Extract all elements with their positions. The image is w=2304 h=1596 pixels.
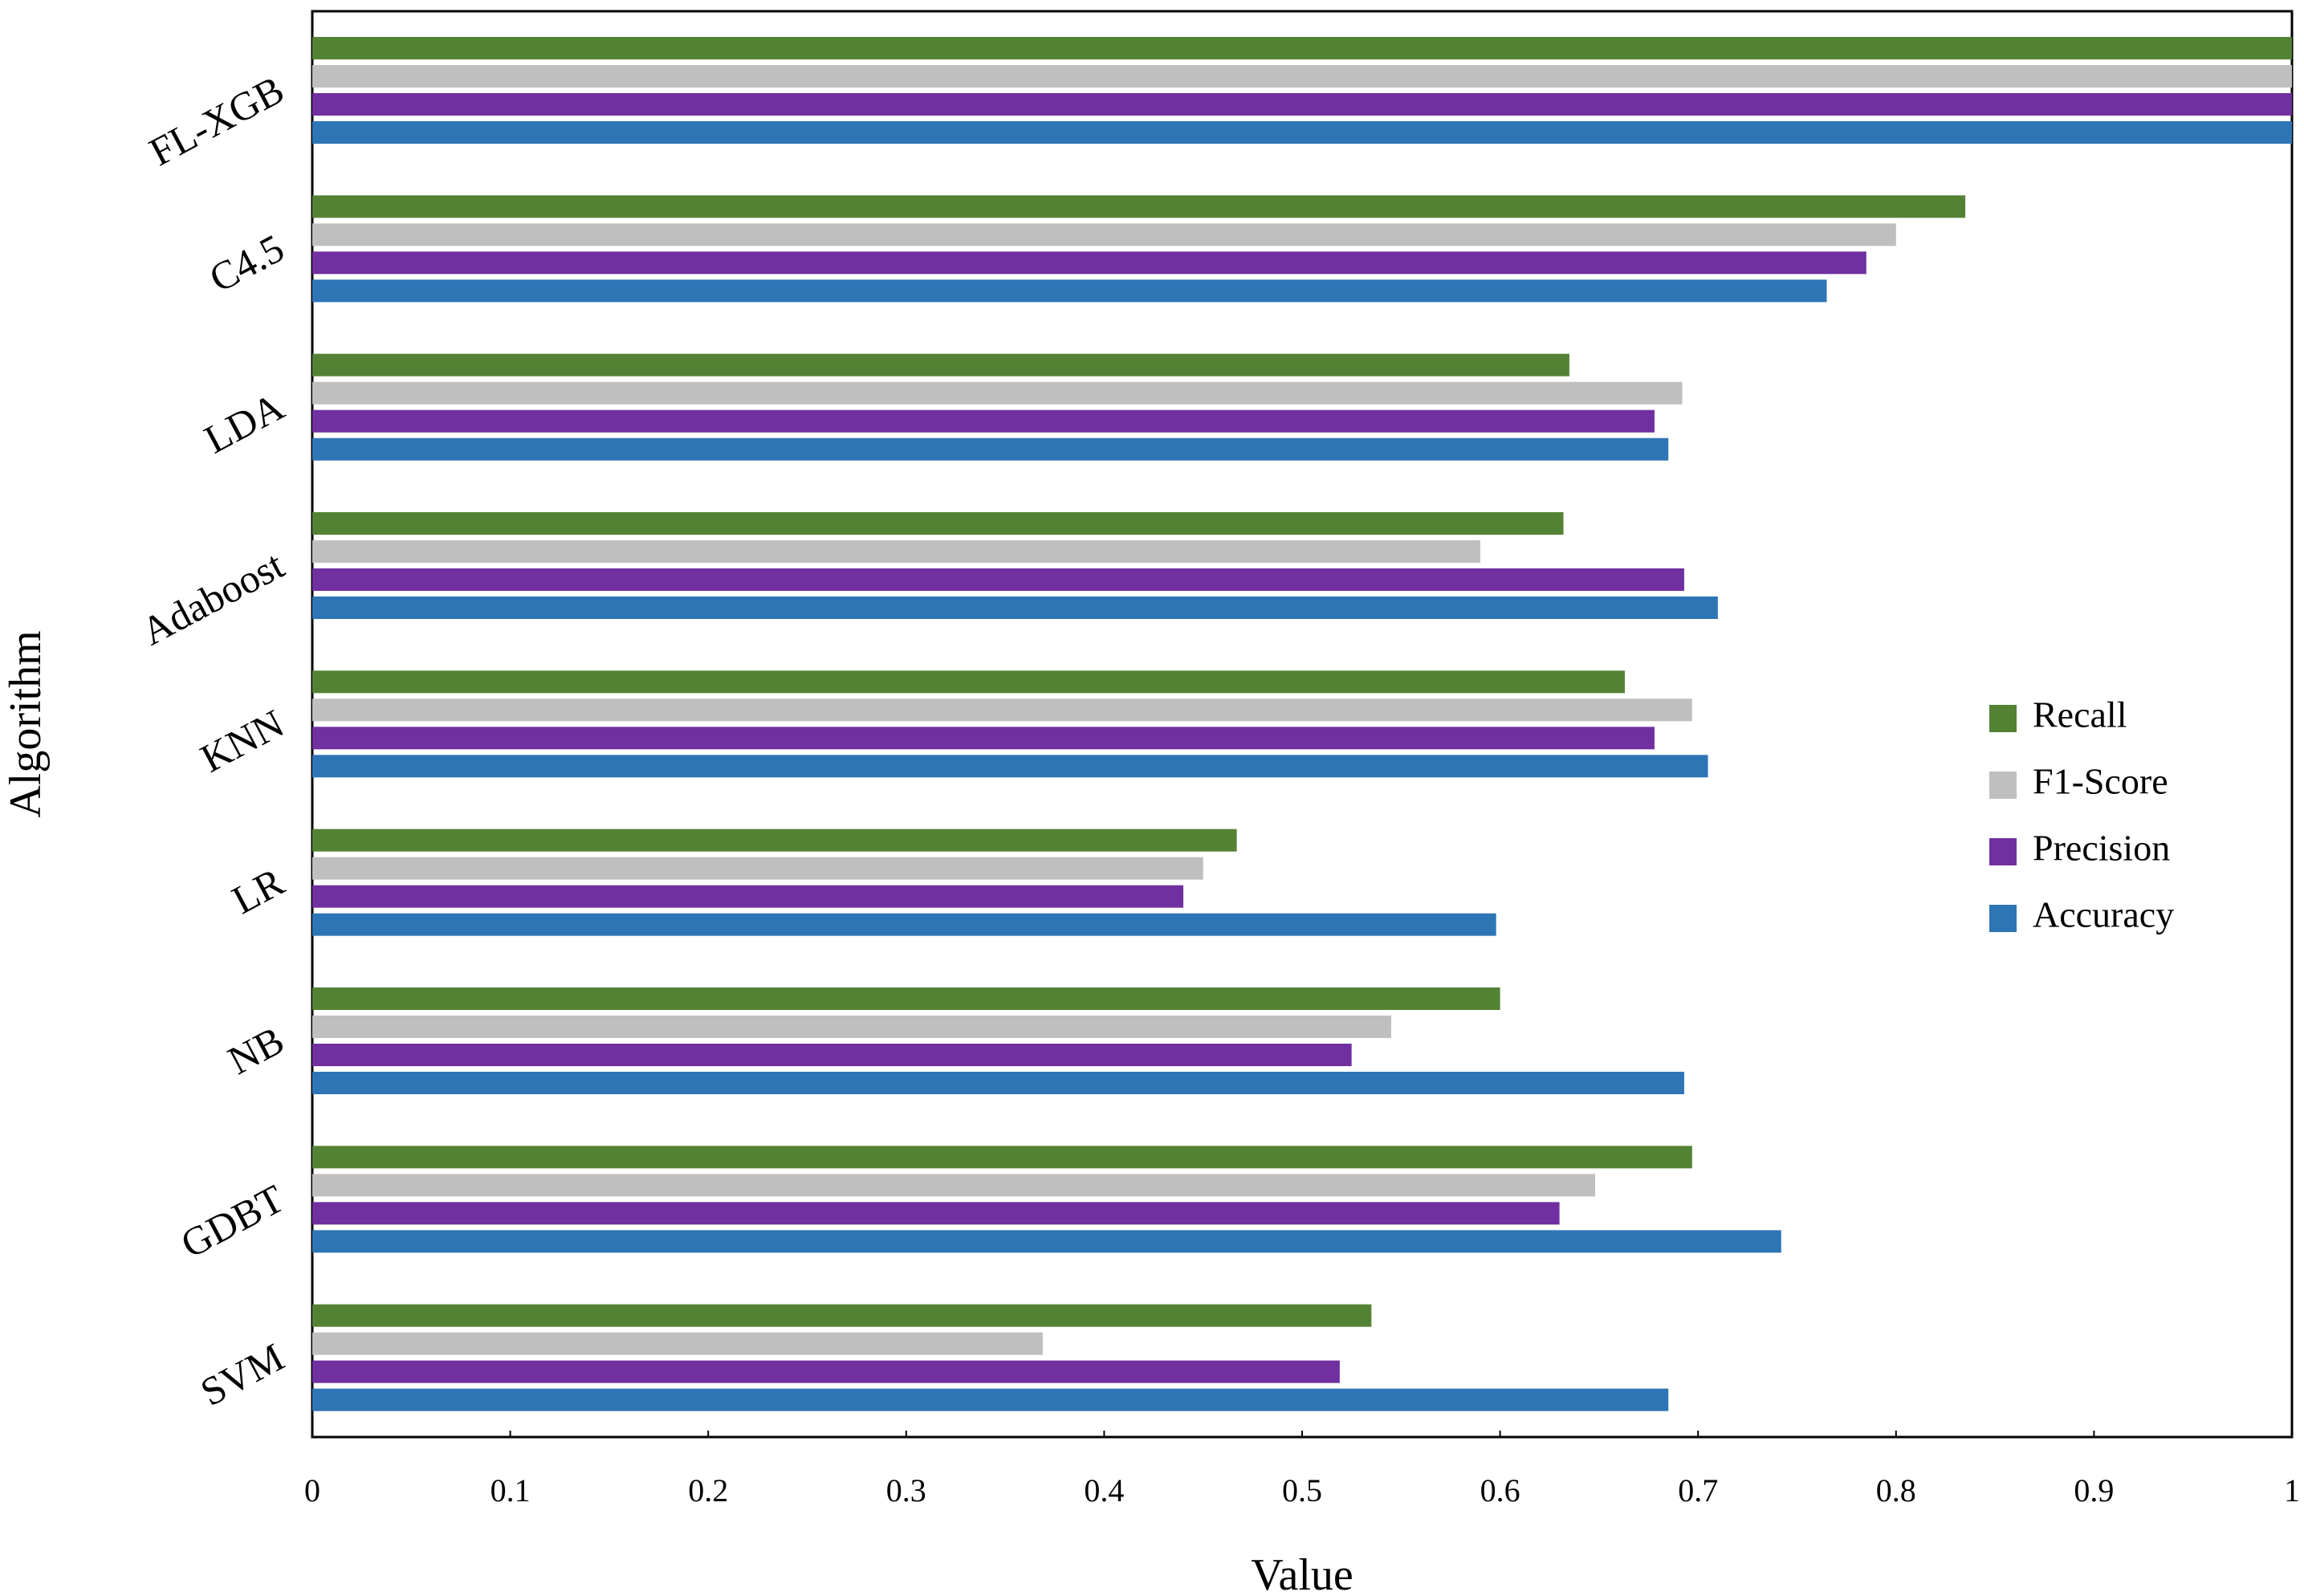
bar-c4-5-precision: [312, 251, 1866, 275]
category-label-gdbt: GDBT: [173, 1175, 291, 1266]
bar-knn-f1-score: [312, 698, 1692, 722]
bar-adaboost-f1-score: [312, 540, 1480, 563]
bar-lda-precision: [312, 409, 1655, 433]
bar-svm-accuracy: [312, 1388, 1669, 1411]
bar-svm-f1-score: [312, 1332, 1043, 1355]
bar-lda-f1-score: [312, 381, 1683, 405]
bar-fl-xgb-precision: [312, 93, 2292, 116]
y-axis-title: Algorithm: [1, 630, 51, 817]
x-tick-label: 0.6: [1480, 1472, 1520, 1508]
x-tick-label: 0.8: [1876, 1472, 1916, 1508]
x-tick-label: 0.9: [2074, 1472, 2114, 1508]
bar-c4-5-recall: [312, 195, 1966, 218]
bar-c4-5-f1-score: [312, 223, 1896, 246]
x-tick-label: 0: [304, 1472, 320, 1508]
bar-nb-f1-score: [312, 1016, 1391, 1038]
category-label-lda: LDA: [197, 384, 291, 462]
x-tick-label: 0.7: [1678, 1472, 1718, 1508]
bar-gdbt-recall: [312, 1146, 1692, 1169]
legend-label-accuracy: Accuracy: [2033, 894, 2174, 935]
x-tick-label: 0.1: [491, 1472, 531, 1508]
x-tick-label: 0.2: [688, 1472, 728, 1508]
bar-svm-recall: [312, 1304, 1372, 1327]
bar-lr-precision: [312, 885, 1184, 908]
bar-knn-recall: [312, 670, 1625, 694]
bar-knn-precision: [312, 727, 1655, 750]
legend-swatch-precision: [1989, 838, 2017, 865]
bar-nb-accuracy: [312, 1072, 1684, 1094]
bar-lr-f1-score: [312, 857, 1203, 880]
category-label-fl-xgb: FL-XGB: [142, 67, 291, 174]
bar-lda-accuracy: [312, 438, 1669, 461]
bar-nb-precision: [312, 1044, 1352, 1066]
bar-gdbt-f1-score: [312, 1174, 1595, 1197]
category-label-c4-5: C4.5: [202, 225, 291, 300]
bars-layer: [312, 37, 2292, 1411]
bar-lda-recall: [312, 353, 1569, 377]
legend-swatch-f1-score: [1989, 772, 2017, 799]
x-tick-label: 0.5: [1282, 1472, 1322, 1508]
legend-label-f1-score: F1-Score: [2033, 761, 2168, 802]
bar-lr-recall: [312, 829, 1237, 852]
bar-fl-xgb-recall: [312, 37, 2292, 59]
bar-fl-xgb-accuracy: [312, 121, 2292, 144]
bar-gdbt-accuracy: [312, 1230, 1781, 1253]
category-label-lr: LR: [225, 858, 291, 922]
legend-label-precision: Precision: [2033, 828, 2170, 869]
bar-c4-5-accuracy: [312, 279, 1827, 303]
bar-gdbt-precision: [312, 1202, 1560, 1225]
legend-swatch-recall: [1989, 705, 2017, 732]
x-tick-label: 0.3: [886, 1472, 926, 1508]
bar-adaboost-recall: [312, 512, 1564, 535]
x-axis-title: Value: [1251, 1550, 1353, 1596]
y-axis-categories: FL-XGB C4.5 LDA Adaboost KNN LR NB GDBT SVM: [134, 67, 291, 1415]
legend-swatch-accuracy: [1989, 905, 2017, 932]
bar-fl-xgb-f1-score: [312, 65, 2292, 88]
category-label-svm: SVM: [193, 1334, 291, 1415]
legend: Recall F1-Score Precision Accuracy: [1989, 694, 2174, 935]
x-tick-label: 1: [2284, 1472, 2300, 1508]
bar-adaboost-accuracy: [312, 596, 1718, 619]
x-tick-label: 0.4: [1084, 1472, 1124, 1508]
bar-adaboost-precision: [312, 568, 1684, 591]
bar-knn-accuracy: [312, 755, 1708, 778]
legend-label-recall: Recall: [2033, 694, 2127, 735]
x-axis-ticks: 0 0.1 0.2 0.3 0.4 0.5 0.6 0.7 0.8 0.9 1: [304, 1431, 2300, 1508]
bar-nb-recall: [312, 987, 1500, 1010]
category-label-knn: KNN: [193, 700, 291, 780]
bar-lr-accuracy: [312, 913, 1496, 936]
category-label-adaboost: Adaboost: [134, 542, 291, 653]
bar-svm-precision: [312, 1360, 1340, 1383]
category-label-nb: NB: [221, 1017, 291, 1083]
